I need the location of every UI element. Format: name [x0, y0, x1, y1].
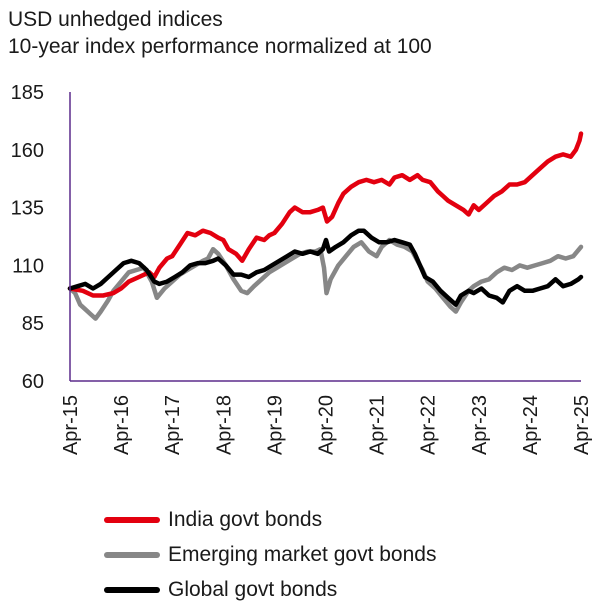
y-tick-label: 135 [11, 198, 44, 220]
legend-item: Global govt bonds [104, 572, 436, 607]
x-tick-label: Apr-21 [367, 395, 389, 455]
legend-swatch [104, 586, 160, 593]
x-tick-label: Apr-25 [571, 395, 593, 455]
x-tick-label: Apr-22 [418, 395, 440, 455]
legend-swatch [104, 516, 160, 523]
y-tick-label: 185 [11, 82, 44, 104]
chart-title-block: USD unhedged indices 10-year index perfo… [8, 6, 432, 60]
series-lines [67, 131, 584, 321]
legend-label: Global govt bonds [168, 577, 338, 601]
x-tick-label: Apr-20 [316, 395, 338, 455]
x-tick-label: Apr-18 [213, 395, 235, 455]
x-tick-label: Apr-24 [520, 395, 542, 455]
x-tick-label: Apr-17 [162, 395, 184, 455]
chart-title: USD unhedged indices [8, 8, 223, 31]
chart-axes [69, 92, 581, 382]
x-tick-label: Apr-19 [264, 395, 286, 455]
legend-swatch [104, 551, 160, 558]
x-tick-label: Apr-16 [111, 395, 133, 455]
legend-label: India govt bonds [168, 507, 323, 531]
x-tick-label: Apr-23 [469, 395, 491, 455]
x-tick-label: Apr-15 [60, 395, 82, 455]
legend-label: Emerging market govt bonds [168, 542, 437, 566]
chart-legend: India govt bonds Emerging market govt bon… [104, 502, 436, 607]
y-tick-label: 160 [11, 140, 44, 162]
x-tick-labels: Apr-15 Apr-16 Apr-17 Apr-18 Apr-19 Apr-20 Apr-… [60, 395, 593, 455]
series-line-global-govt-bonds [67, 228, 584, 307]
y-tick-label: 85 [22, 313, 44, 335]
y-tick-label: 110 [12, 255, 44, 277]
series-line-emerging-market-govt-bonds [67, 237, 584, 321]
series-line-india-govt-bonds [67, 131, 584, 298]
y-tick-labels: 60 85 110 135 160 185 [11, 82, 44, 393]
legend-item: India govt bonds [104, 502, 436, 537]
chart-subtitle: 10-year index performance normalized at … [8, 35, 432, 58]
legend-item: Emerging market govt bonds [104, 537, 436, 572]
y-tick-label: 60 [22, 371, 44, 393]
